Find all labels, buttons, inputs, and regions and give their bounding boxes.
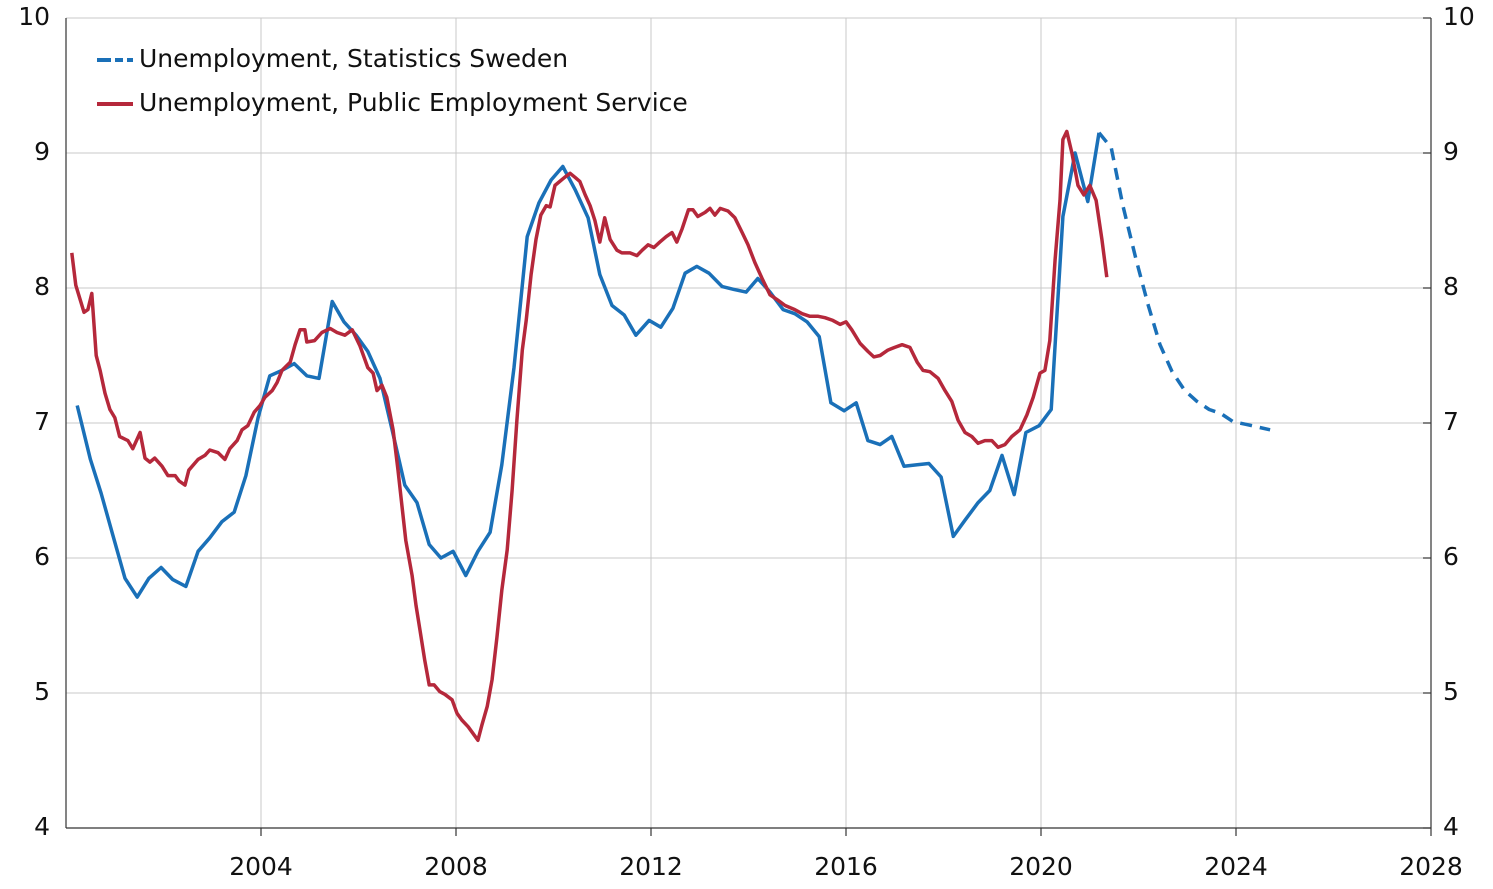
legend-label: Unemployment, Public Employment Service [139, 88, 688, 117]
x-tick-label: 2020 [1009, 852, 1073, 881]
x-tick-label: 2028 [1399, 852, 1463, 881]
y2-tick-label: 5 [1443, 677, 1459, 706]
y2-tick-label: 7 [1443, 407, 1459, 436]
y-tick-label: 7 [34, 407, 50, 436]
y-tick-label: 10 [18, 2, 50, 31]
x-tick-label: 2012 [619, 852, 683, 881]
y2-tick-label: 4 [1443, 812, 1459, 841]
forecast-line [1097, 131, 1271, 432]
y-tick-label: 6 [34, 542, 50, 571]
line [75, 132, 1101, 599]
x-tick-label: 2004 [229, 852, 293, 881]
x-tick-label: 2016 [814, 852, 878, 881]
legend-label: Unemployment, Statistics Sweden [139, 44, 568, 73]
x-tick-label: 2008 [424, 852, 488, 881]
x-tick-label: 2024 [1204, 852, 1268, 881]
line [70, 129, 1109, 743]
y-tick-label: 9 [34, 137, 50, 166]
y2-tick-label: 6 [1443, 542, 1459, 571]
y-tick-label: 4 [34, 812, 50, 841]
y2-tick-label: 8 [1443, 272, 1459, 301]
y2-tick-label: 9 [1443, 137, 1459, 166]
y2-tick-label: 10 [1443, 2, 1475, 31]
y-tick-label: 8 [34, 272, 50, 301]
y-tick-label: 5 [34, 677, 50, 706]
